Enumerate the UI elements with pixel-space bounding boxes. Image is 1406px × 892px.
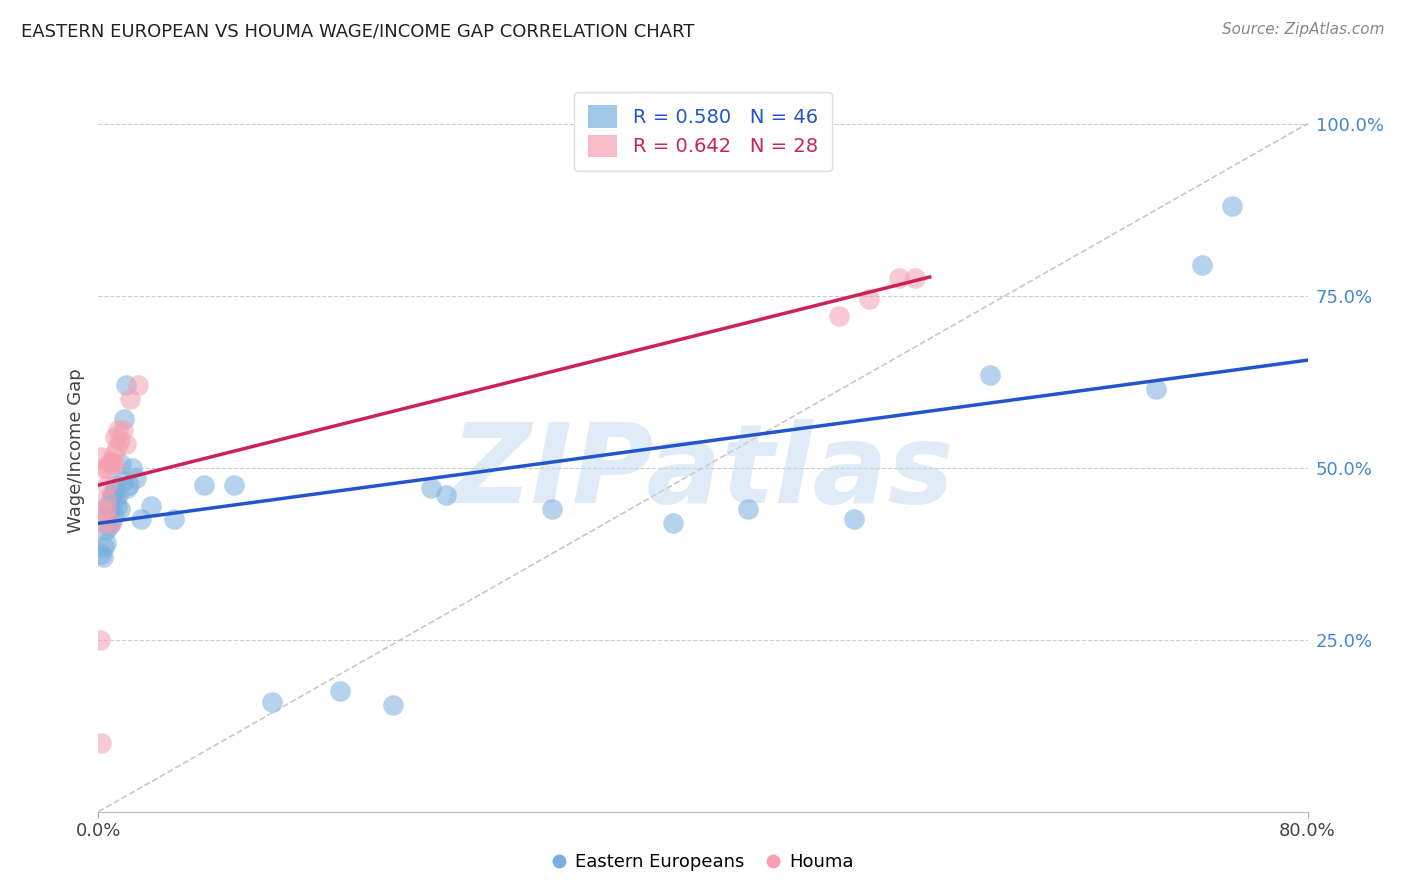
Point xyxy=(661,516,683,530)
Point xyxy=(90,450,112,465)
Point xyxy=(98,457,121,471)
Point xyxy=(141,499,163,513)
Point xyxy=(828,310,851,324)
Point xyxy=(104,491,127,506)
Point xyxy=(94,536,117,550)
Point xyxy=(120,392,142,406)
Point xyxy=(100,516,122,530)
Point xyxy=(1144,382,1167,396)
Point xyxy=(91,516,114,530)
Point xyxy=(1220,199,1243,213)
Point xyxy=(103,484,125,499)
Point xyxy=(104,430,127,444)
Legend: R = 0.580   N = 46, R = 0.642   N = 28: R = 0.580 N = 46, R = 0.642 N = 28 xyxy=(575,92,831,170)
Point xyxy=(889,271,911,285)
Point xyxy=(96,478,118,492)
Point xyxy=(844,512,866,526)
Point xyxy=(103,447,125,461)
Point xyxy=(979,368,1001,382)
Legend: Eastern Europeans, Houma: Eastern Europeans, Houma xyxy=(544,847,862,879)
Point xyxy=(121,460,143,475)
Text: ZIPatlas: ZIPatlas xyxy=(451,418,955,525)
Point xyxy=(100,516,122,530)
Point xyxy=(115,481,138,495)
Point xyxy=(193,478,215,492)
Point xyxy=(110,457,132,471)
Point xyxy=(94,491,117,506)
Point xyxy=(105,499,128,513)
Point xyxy=(90,736,112,750)
Point xyxy=(93,505,115,519)
Point xyxy=(540,502,562,516)
Point xyxy=(101,457,124,471)
Point xyxy=(103,457,125,471)
Point xyxy=(114,436,136,450)
Point xyxy=(420,481,443,495)
Point xyxy=(114,378,136,392)
Point xyxy=(434,488,457,502)
Point xyxy=(101,502,124,516)
Point xyxy=(163,512,186,526)
Point xyxy=(103,508,125,523)
Point xyxy=(96,508,118,523)
Point xyxy=(94,523,117,537)
Point xyxy=(91,550,114,565)
Point xyxy=(105,440,128,454)
Point xyxy=(129,512,152,526)
Point xyxy=(98,519,121,533)
Point xyxy=(107,488,129,502)
Point xyxy=(104,478,127,492)
Point xyxy=(904,271,927,285)
Point xyxy=(100,454,122,468)
Point xyxy=(108,502,131,516)
Point xyxy=(93,540,115,554)
Point xyxy=(96,499,118,513)
Point xyxy=(100,491,122,506)
Point xyxy=(127,378,149,392)
Point xyxy=(89,632,111,647)
Point xyxy=(111,475,134,489)
Point xyxy=(94,502,117,516)
Point xyxy=(737,502,759,516)
Point xyxy=(382,698,405,712)
Point xyxy=(262,695,284,709)
Point xyxy=(858,292,880,306)
Point xyxy=(118,478,141,492)
Point xyxy=(1191,258,1213,272)
Point xyxy=(112,412,135,426)
Y-axis label: Wage/Income Gap: Wage/Income Gap xyxy=(66,368,84,533)
Point xyxy=(111,423,134,437)
Point xyxy=(108,433,131,447)
Point xyxy=(90,547,112,561)
Point xyxy=(96,460,118,475)
Point xyxy=(125,471,148,485)
Point xyxy=(107,423,129,437)
Point xyxy=(91,460,114,475)
Point xyxy=(98,502,121,516)
Text: Source: ZipAtlas.com: Source: ZipAtlas.com xyxy=(1222,22,1385,37)
Point xyxy=(101,488,124,502)
Point xyxy=(329,684,352,698)
Text: EASTERN EUROPEAN VS HOUMA WAGE/INCOME GAP CORRELATION CHART: EASTERN EUROPEAN VS HOUMA WAGE/INCOME GA… xyxy=(21,22,695,40)
Point xyxy=(224,478,246,492)
